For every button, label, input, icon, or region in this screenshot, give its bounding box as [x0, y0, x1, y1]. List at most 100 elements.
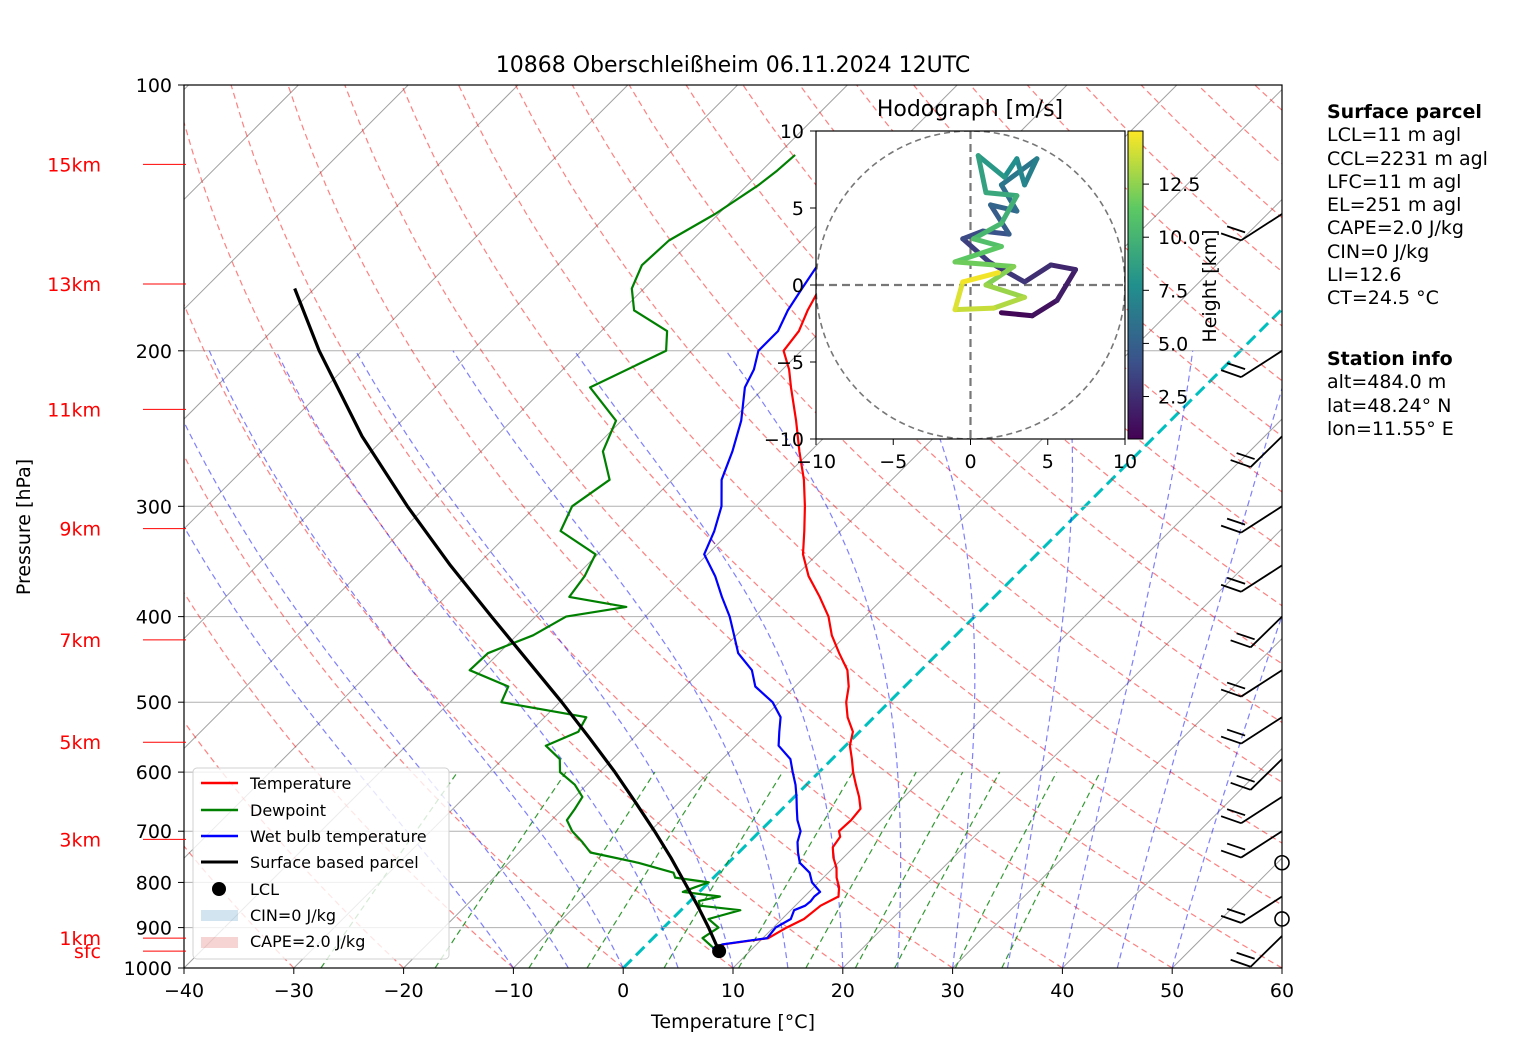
hodograph-segment [1001, 156, 1020, 180]
wind-barb-flag [1226, 842, 1246, 851]
mixing-ratio-line [528, 771, 656, 968]
wind-barb-shaft [1250, 935, 1283, 968]
hodograph-segment [988, 202, 1020, 214]
dry-adiabat [230, 85, 953, 968]
y-tick-label: 500 [136, 692, 172, 714]
height-label: sfc [74, 941, 101, 963]
surface-parcel-panel: Surface parcel LCL=11 m agl CCL=2231 m a… [1327, 101, 1488, 311]
calm-wind-circle [1274, 854, 1290, 871]
wind-barb-shaft [1240, 350, 1283, 378]
hodograph-y-tick-label: −10 [764, 429, 804, 451]
lcl-marker [712, 944, 727, 959]
wind-barb-flag [1236, 632, 1255, 641]
legend-box [192, 767, 450, 960]
hodograph-segment [960, 228, 986, 242]
wind-barb-flag [1226, 681, 1246, 690]
hodograph-segment [988, 202, 1012, 237]
x-tick-label: −30 [274, 980, 314, 1002]
height-label: 11km [47, 399, 101, 421]
isotherm [952, 637, 1282, 968]
wind-barb-flag [1236, 452, 1255, 460]
isotherm [184, 85, 629, 530]
isotherm [184, 85, 409, 310]
hodograph-segment [971, 220, 1004, 242]
hodograph-y-tick-label: 0 [792, 275, 804, 297]
hodograph-title: Hodograph [m/s] [877, 97, 1063, 122]
hodograph-segment [975, 153, 1007, 180]
hodograph-segment [1048, 262, 1079, 273]
dry-adiabat [184, 120, 844, 968]
hodograph-segment [971, 236, 1004, 249]
surface-parcel-cape: CAPE=2.0 J/kg [1327, 217, 1464, 240]
wind-barb-flag [1230, 781, 1251, 791]
chart-title: 10868 Oberschleißheim 06.11.2024 12UTC [496, 53, 971, 78]
dry-adiabat [856, 85, 1282, 493]
surface-parcel-li: LI=12.6 [1327, 264, 1402, 287]
wind-barb-shaft [1240, 716, 1283, 745]
hodograph-segment [998, 193, 1020, 226]
y-tick-label: 800 [136, 872, 172, 894]
hodograph-segment [975, 153, 989, 196]
height-label: 15km [47, 154, 101, 176]
wind-barb-flag [1230, 639, 1251, 649]
legend-label-dewpoint: Dewpoint [250, 801, 326, 820]
wind-barb-shaft [1240, 505, 1283, 534]
wind-barb-shaft [1240, 796, 1283, 824]
y-tick-label: 1000 [124, 958, 172, 980]
wind-barb-shaft [1250, 435, 1283, 468]
station-info-lat: lat=48.24° N [1327, 394, 1452, 417]
hodograph-y-tick-label: −5 [776, 352, 804, 374]
legend-label-wetbulb: Wet bulb temperature [250, 827, 427, 846]
mixing-ratio-line [1001, 771, 1101, 968]
x-axis-label: Temperature [°C] [650, 1011, 815, 1033]
colorbar-tick-label: 5.0 [1158, 333, 1188, 355]
colorbar-label: Height [km] [1199, 229, 1221, 342]
hodograph-x-tick-label: 5 [1042, 451, 1054, 473]
y-tick-label: 100 [136, 75, 172, 97]
wind-barb-shaft [1240, 830, 1283, 859]
wind-barb-flag [1230, 958, 1251, 968]
axes-ticks: −40 −30 −20 −10 0 10 20 30 40 50 60100090080070060… [124, 75, 1294, 1002]
legend-label-temperature: Temperature [249, 774, 351, 793]
moist-adiabat [275, 350, 679, 968]
moist-adiabat [1061, 350, 1194, 968]
moist-adiabat [574, 350, 844, 968]
wind-barbs [1220, 213, 1290, 968]
x-tick-label: −10 [493, 980, 533, 1002]
wind-barb-shaft [1240, 564, 1283, 593]
mixing-ratio-line [663, 771, 784, 968]
hodograph-x-tick-label: 10 [1113, 451, 1137, 473]
hodograph-segment [952, 259, 1017, 270]
wind-barb-flag [1220, 688, 1242, 698]
station-info-heading: Station info [1327, 348, 1453, 370]
legend-marker-lcl [212, 882, 226, 896]
wind-barb-flag [1226, 808, 1246, 817]
wind-barb-flag [1226, 225, 1246, 234]
legend-label-cin: CIN=0 J/kg [250, 906, 336, 925]
isotherm [184, 85, 519, 420]
wind-barb-flag [1220, 815, 1242, 825]
hodograph-segment [952, 305, 997, 313]
surface-parcel-lfc: LFC=11 m agl [1327, 170, 1462, 193]
hodograph-ticks: −10 −5 0 5 10 −10 −5 0 5 10 [764, 121, 1137, 473]
isotherm [732, 418, 1282, 968]
height-label: 13km [47, 274, 101, 296]
height-label: 9km [59, 519, 101, 541]
isotherm [184, 85, 848, 750]
wind-barb-flag [1220, 232, 1242, 242]
wind-barb-flag [1220, 524, 1242, 534]
wind-barb-flag [1236, 951, 1255, 960]
hodograph-segment [952, 244, 1004, 265]
surface-parcel-el: EL=251 m agl [1327, 194, 1462, 217]
wind-barb-shaft [1250, 615, 1283, 648]
y-tick-label: 300 [136, 496, 172, 518]
wind-barb-flag [1220, 583, 1242, 593]
moist-adiabat [208, 350, 624, 968]
mixing-ratio-line [434, 771, 567, 968]
x-tick-label: −20 [384, 980, 424, 1002]
hodograph-segment [1029, 297, 1060, 319]
legend-label-parcel: Surface based parcel [250, 853, 419, 872]
colorbar-tick-label: 2.5 [1158, 387, 1188, 409]
